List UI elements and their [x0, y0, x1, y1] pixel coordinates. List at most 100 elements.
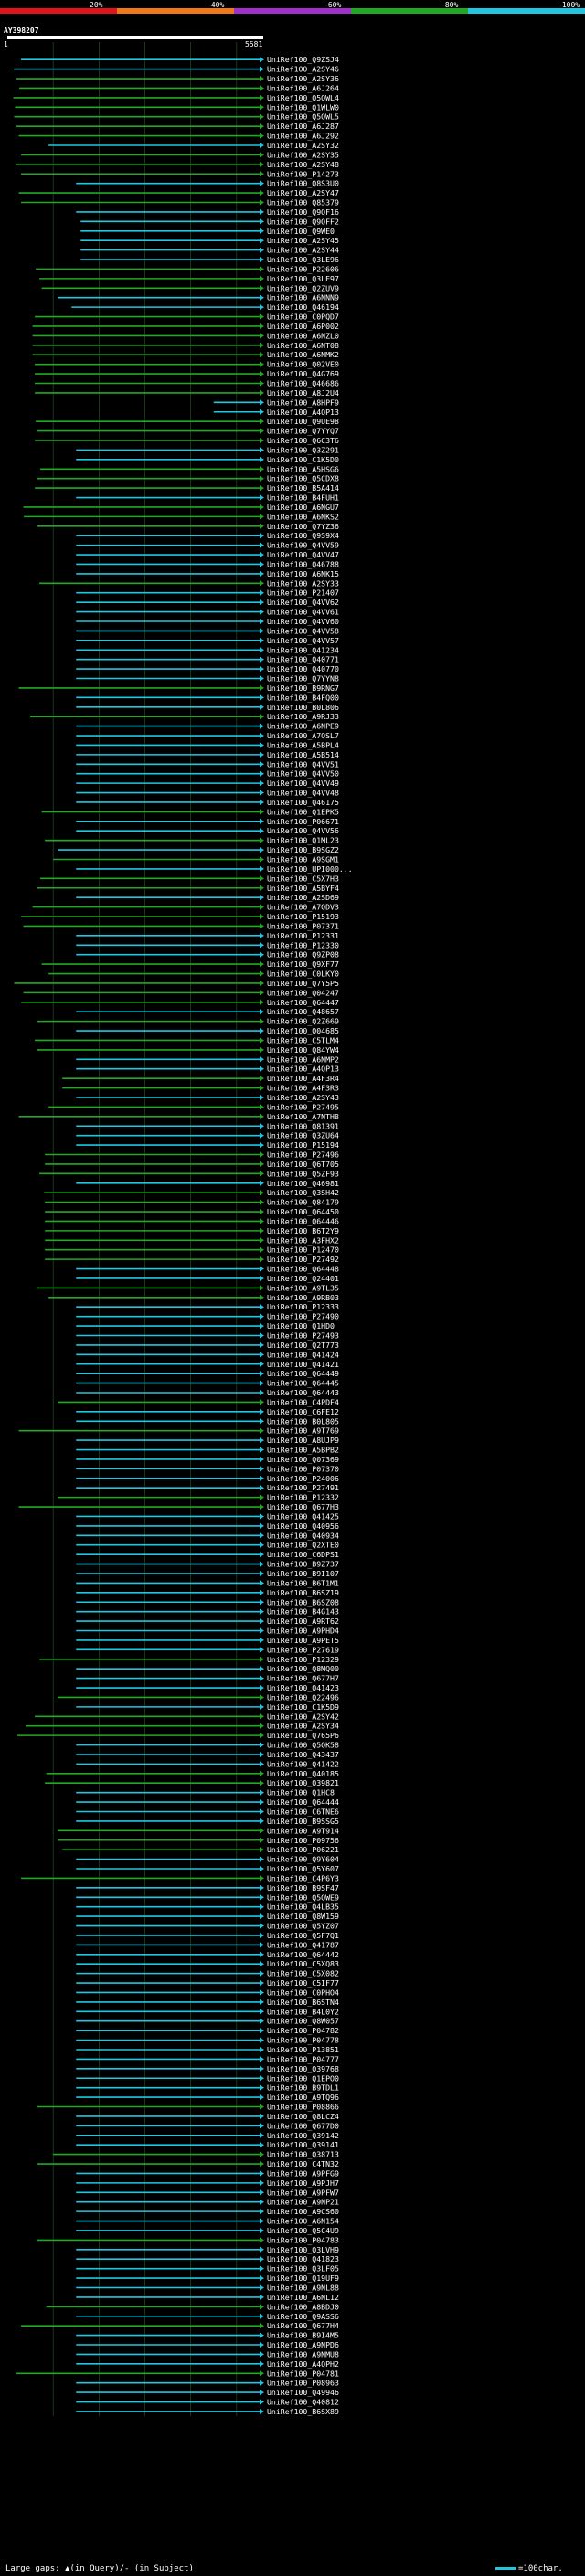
hit-label: UniRef100_Q24401 — [267, 1274, 339, 1283]
scale-label: ~100% — [558, 1, 580, 9]
hit-arrow — [260, 1970, 264, 1977]
hit-arrow — [260, 2151, 264, 2157]
hit-label: UniRef100_Q5C4U9 — [267, 2226, 339, 2235]
hit-arrow — [260, 1789, 264, 1796]
hit-label: UniRef100_A6P002 — [267, 322, 339, 331]
hit-label: UniRef100_A9NPD6 — [267, 2340, 339, 2349]
hit-arrow — [260, 1408, 264, 1415]
hit-label: UniRef100_A6NMP2 — [267, 1055, 339, 1064]
hit-arrow — [260, 1199, 264, 1205]
hit-arrow — [260, 247, 264, 253]
hit-label: UniRef100_Q1HC8 — [267, 1788, 335, 1797]
hit-arrow — [260, 1866, 264, 1872]
hit-arrow — [260, 1332, 264, 1339]
hit-arrow — [260, 428, 264, 434]
hit-label: UniRef100_Q5QWL4 — [267, 93, 339, 102]
hit-label: UniRef100_B9RNG7 — [267, 684, 339, 693]
hit-label: UniRef100_C4P6Y3 — [267, 1873, 339, 1882]
hit-label: UniRef100_Q39141 — [267, 2140, 339, 2149]
hit-label: UniRef100_Q4G769 — [267, 369, 339, 378]
hit-arrow — [260, 1294, 264, 1300]
hit-label: UniRef100_A7QSL7 — [267, 731, 339, 740]
scale-label: 20% — [90, 1, 103, 9]
hit-arrow — [260, 2237, 264, 2243]
hit-arrow — [260, 1475, 264, 1481]
hit-label: UniRef100_C5TLM4 — [267, 1035, 339, 1044]
chart-title: AY398207 — [4, 27, 39, 35]
hit-label: UniRef100_B9SGZ2 — [267, 845, 339, 854]
hit-label: UniRef100_Q5QWL5 — [267, 112, 339, 122]
hit-arrow — [260, 1694, 264, 1701]
hit-label: UniRef100_A2SY45 — [267, 236, 339, 245]
hit-label: UniRef100_Q64448 — [267, 1265, 339, 1274]
hit-arrow — [260, 1647, 264, 1653]
hit-label: UniRef100_Q8LCZ4 — [267, 2112, 339, 2121]
hit-arrow — [260, 1675, 264, 1681]
hit-label: UniRef100_Q2ZUV9 — [267, 283, 339, 292]
hit-label: UniRef100_P04781 — [267, 2369, 339, 2378]
hit-label: UniRef100_A2SY42 — [267, 1712, 339, 1721]
hit-label: UniRef100_Q677H7 — [267, 1674, 339, 1683]
hit-arrow — [260, 2161, 264, 2168]
hit-arrow — [260, 514, 264, 520]
hit-label: UniRef100_A6J292 — [267, 132, 339, 141]
hit-arrow — [260, 285, 264, 292]
hit-arrow — [260, 1599, 264, 1606]
scale-segment — [117, 8, 234, 14]
hit-arrow — [260, 266, 264, 272]
hit-arrow — [260, 2370, 264, 2377]
hit-arrow — [260, 275, 264, 281]
hit-label: UniRef100_Q48657 — [267, 1007, 339, 1016]
hit-arrow — [260, 1009, 264, 1015]
hit-arrow — [260, 1437, 264, 1444]
hit-label: UniRef100_A4QP13 — [267, 408, 339, 417]
scale-segment — [468, 8, 585, 14]
hit-arrow — [260, 865, 264, 872]
hit-arrow — [260, 1456, 264, 1462]
hit-label: UniRef100_A9RJ33 — [267, 712, 339, 721]
hit-arrow — [260, 733, 264, 739]
query-bar — [7, 36, 263, 39]
hit-arrow — [260, 2142, 264, 2148]
hit-arrow — [260, 66, 264, 72]
hit-label: UniRef100_A6NZL0 — [267, 331, 339, 340]
hit-arrow — [260, 485, 264, 492]
hit-label: UniRef100_Q07369 — [267, 1455, 339, 1464]
hit-label: UniRef100_Q4VV60 — [267, 617, 339, 626]
hit-label: UniRef100_P04777 — [267, 2054, 339, 2063]
hit-arrow — [260, 2399, 264, 2405]
hit-arrow — [260, 666, 264, 673]
hit-label: UniRef100_Q5ZF93 — [267, 1169, 339, 1178]
hit-arrow — [260, 2284, 264, 2291]
hit-arrow — [260, 1894, 264, 1901]
hit-arrow — [260, 1942, 264, 1948]
hit-label: UniRef100_Q4VV61 — [267, 608, 339, 617]
hit-arrow — [260, 1161, 264, 1167]
hit-arrow — [260, 94, 264, 101]
hit-arrow — [260, 2380, 264, 2386]
hit-label: UniRef100_P15194 — [267, 1140, 339, 1150]
scale-label: ~40% — [207, 1, 224, 9]
hit-arrow — [260, 1256, 264, 1263]
scale-label: ~80% — [441, 1, 458, 9]
hit-arrow — [260, 714, 264, 720]
hit-label: UniRef100_Q04247 — [267, 988, 339, 997]
hit-arrow — [260, 76, 264, 82]
hit-label: UniRef100_A9PET5 — [267, 1636, 339, 1645]
hit-label: UniRef100_Q3ZU64 — [267, 1131, 339, 1140]
hit-arrow — [260, 1875, 264, 1882]
hit-label: UniRef100_Q8W057 — [267, 2017, 339, 2026]
hit-arrow — [260, 2056, 264, 2062]
hit-label: UniRef100_Q40812 — [267, 2398, 339, 2407]
hit-arrow — [260, 1913, 264, 1920]
hit-label: UniRef100_Q5QWE9 — [267, 1892, 339, 1902]
hit-label: UniRef100_Q39142 — [267, 2131, 339, 2140]
hit-arrow — [260, 2065, 264, 2072]
hit-arrow — [260, 190, 264, 196]
hit-label: UniRef100_A6J264 — [267, 83, 339, 92]
hit-arrow — [260, 1552, 264, 1558]
hit-arrow — [260, 932, 264, 938]
hit-arrow — [260, 2189, 264, 2196]
hit-label: UniRef100_B6STN4 — [267, 1998, 339, 2007]
hit-arrow — [260, 2408, 264, 2414]
